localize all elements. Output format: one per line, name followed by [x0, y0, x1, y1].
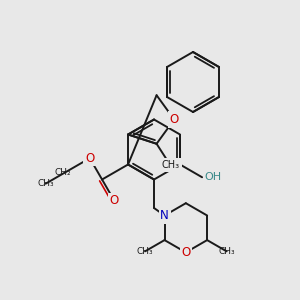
Text: OH: OH [204, 172, 221, 182]
Text: CH₃: CH₃ [218, 247, 235, 256]
Text: O: O [169, 113, 179, 126]
Text: O: O [181, 246, 190, 259]
Text: CH₃: CH₃ [137, 247, 153, 256]
Text: O: O [85, 152, 94, 165]
Text: N: N [160, 209, 169, 222]
Text: CH₃: CH₃ [37, 179, 54, 188]
Text: CH₃: CH₃ [162, 160, 180, 170]
Text: O: O [110, 194, 119, 207]
Text: CH₂: CH₂ [55, 168, 71, 177]
